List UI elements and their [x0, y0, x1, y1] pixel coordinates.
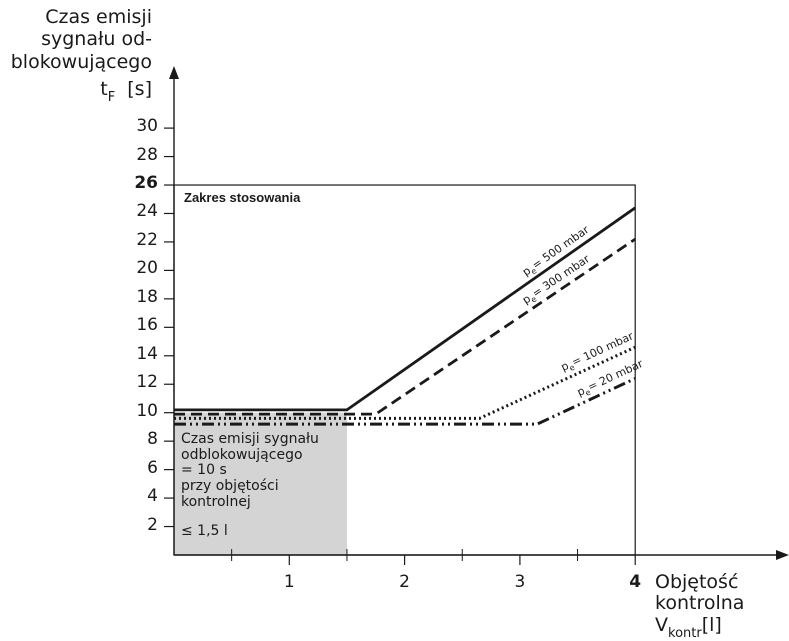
- x-axis-arrow: [776, 550, 789, 560]
- note-line: Czas emisji sygnału: [181, 431, 319, 447]
- y-tick-label: 8: [147, 429, 158, 450]
- y-tick-label: 28: [136, 144, 158, 165]
- note-line: kontrolnej: [181, 493, 251, 510]
- y-tick-label: 10: [136, 400, 158, 421]
- x-tick-label: 3: [514, 572, 526, 592]
- series-line-0: [174, 206, 637, 412]
- x-tick-label: 4: [629, 572, 642, 592]
- y-tick-label: 12: [136, 372, 158, 393]
- series-line-2: [174, 345, 636, 420]
- y-tick-label: 2: [147, 514, 158, 535]
- y-tick-label: 16: [136, 315, 158, 336]
- y-tick-label: 24: [136, 201, 158, 222]
- note-line: = 10 s: [181, 462, 227, 479]
- x-tick-label: 2: [399, 572, 410, 592]
- y-tick-label: 26: [134, 173, 158, 194]
- note-line: ≤ 1,5 l: [181, 523, 228, 540]
- y-tick-label: 14: [136, 343, 158, 364]
- y-axis-unit: tF [s]: [100, 78, 152, 105]
- note-line: przy objętości: [181, 478, 279, 495]
- region-label: Zakres stosowania: [184, 190, 301, 205]
- shaded-region: [174, 412, 347, 555]
- y-tick-label: 22: [136, 229, 158, 250]
- y-tick-label: 6: [147, 457, 158, 478]
- x-axis-title: Objętość kontrolna Vkontr[l]: [655, 571, 745, 641]
- y-tick-label: 18: [136, 286, 158, 307]
- y-tick-label: 20: [136, 258, 158, 279]
- shaded-note: Czas emisji sygnału odblokowującego = 10…: [181, 431, 351, 540]
- y-axis-title: Czas emisji sygnału od-blokowującego: [10, 6, 152, 73]
- note-line: odblokowującego: [181, 446, 303, 463]
- series-line-1: [174, 237, 636, 416]
- series-line-3: [174, 377, 636, 426]
- y-axis-arrow: [169, 66, 179, 79]
- y-tick-label: 30: [136, 116, 158, 137]
- axes-layer: [164, 66, 789, 565]
- series-layer: [174, 206, 637, 426]
- x-tick-label: 1: [283, 572, 295, 592]
- y-tick-label: 4: [147, 486, 158, 507]
